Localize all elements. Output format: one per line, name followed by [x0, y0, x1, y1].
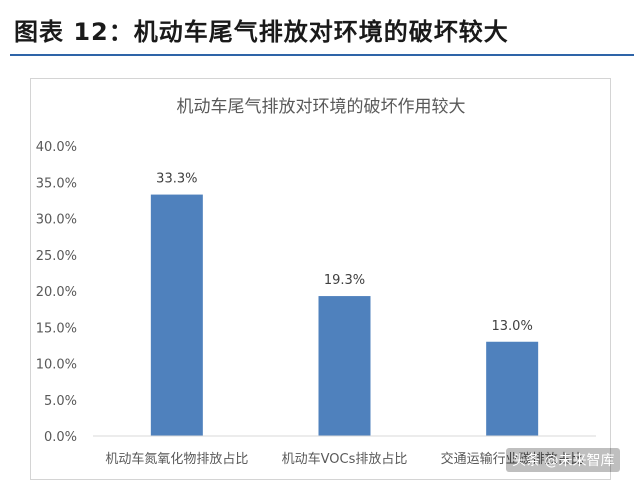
data-label: 33.3% — [156, 172, 197, 187]
y-tick-label: 5.0% — [44, 394, 77, 409]
data-label: 13.0% — [492, 319, 533, 334]
y-tick-label: 25.0% — [36, 249, 77, 264]
y-tick-label: 0.0% — [44, 430, 77, 445]
y-tick-label: 10.0% — [36, 358, 77, 373]
y-tick-label: 30.0% — [36, 213, 77, 228]
y-tick-label: 40.0% — [36, 140, 77, 155]
bar — [150, 194, 203, 436]
figure-title: 图表 12：机动车尾气排放对环境的破坏较大 — [14, 18, 509, 46]
x-axis: 机动车氮氧化物排放占比 机动车VOCs排放占比 交通运输行业碳排放占比 — [93, 435, 596, 467]
x-tick-label: 交通运输行业碳排放占比 — [441, 451, 584, 467]
data-labels: 33.3% 19.3% 13.0% — [156, 172, 533, 334]
x-tick-label: 机动车VOCs排放占比 — [282, 451, 408, 467]
watermark: 头条 @未来智库 — [506, 448, 621, 472]
y-tick-label: 35.0% — [36, 176, 77, 191]
bar-chart: 机动车尾气排放对环境的破坏作用较大 0.0% 5.0% 10.0% 15.0% 20.0… — [36, 97, 596, 467]
x-tick-label: 机动车氮氧化物排放占比 — [105, 451, 248, 467]
chart-frame: 机动车尾气排放对环境的破坏作用较大 0.0% 5.0% 10.0% 15.0% 20.0… — [30, 78, 611, 480]
title-rule — [10, 54, 634, 56]
y-tick-label: 15.0% — [36, 321, 77, 336]
bar — [486, 341, 539, 436]
bars — [150, 194, 539, 436]
data-label: 19.3% — [324, 273, 365, 288]
chart-title: 机动车尾气排放对环境的破坏作用较大 — [177, 97, 466, 117]
bar — [318, 296, 371, 436]
y-tick-label: 20.0% — [36, 285, 77, 300]
y-axis: 0.0% 5.0% 10.0% 15.0% 20.0% 25.0% 30.0% 35.0% 40… — [36, 140, 77, 445]
